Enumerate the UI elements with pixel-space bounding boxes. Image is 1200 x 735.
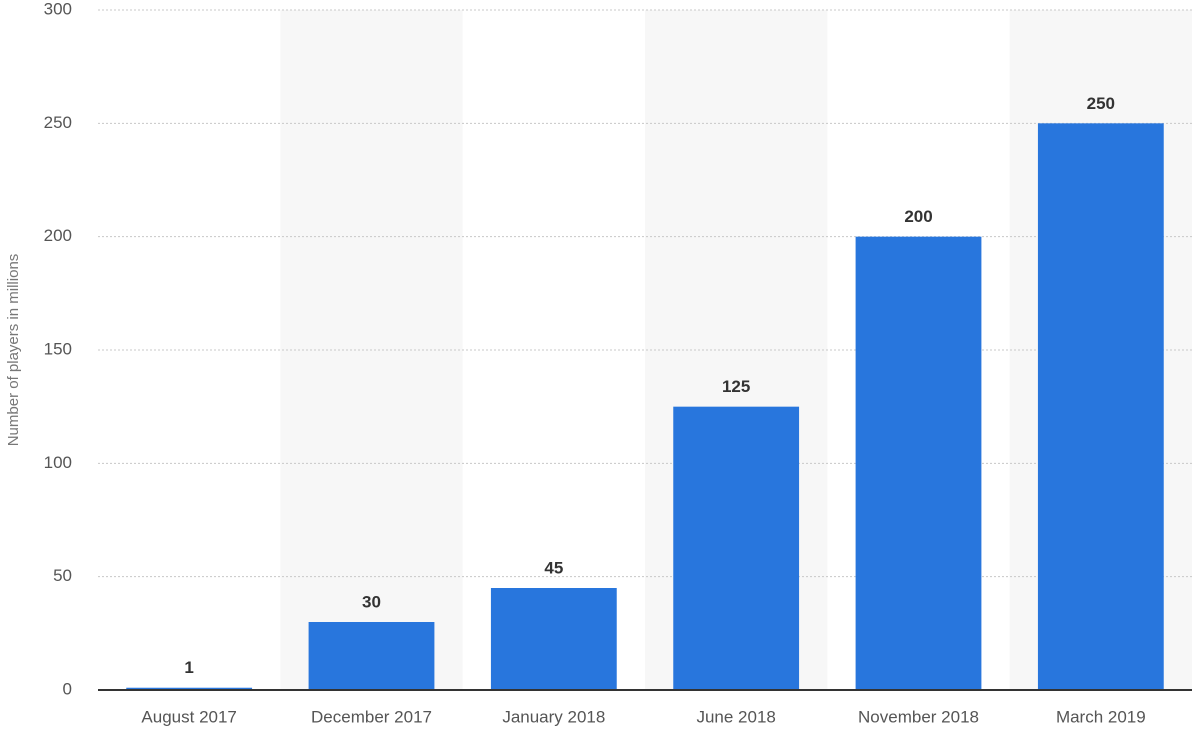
y-axis-label: Number of players in millions <box>5 254 22 447</box>
data-label: 30 <box>362 592 381 611</box>
bar <box>855 236 982 690</box>
x-tick-label: June 2018 <box>696 707 775 726</box>
y-tick-label: 200 <box>44 226 72 245</box>
data-label: 125 <box>722 377 750 396</box>
x-tick-label: January 2018 <box>502 707 605 726</box>
y-tick-label: 0 <box>63 679 72 698</box>
data-label: 45 <box>544 558 563 577</box>
y-tick-label: 150 <box>44 339 72 358</box>
bar <box>673 406 800 690</box>
data-label: 250 <box>1087 94 1115 113</box>
y-tick-label: 50 <box>53 566 72 585</box>
x-tick-label: March 2019 <box>1056 707 1146 726</box>
x-tick-label: December 2017 <box>311 707 432 726</box>
bar <box>308 622 435 690</box>
data-label: 1 <box>184 658 193 677</box>
bar <box>490 588 617 690</box>
data-label: 200 <box>904 207 932 226</box>
y-tick-label: 100 <box>44 453 72 472</box>
y-tick-label: 250 <box>44 113 72 132</box>
x-tick-label: November 2018 <box>858 707 979 726</box>
bar <box>126 687 253 690</box>
x-tick-label: August 2017 <box>141 707 236 726</box>
y-tick-label: 300 <box>44 0 72 18</box>
bar <box>1037 123 1164 691</box>
